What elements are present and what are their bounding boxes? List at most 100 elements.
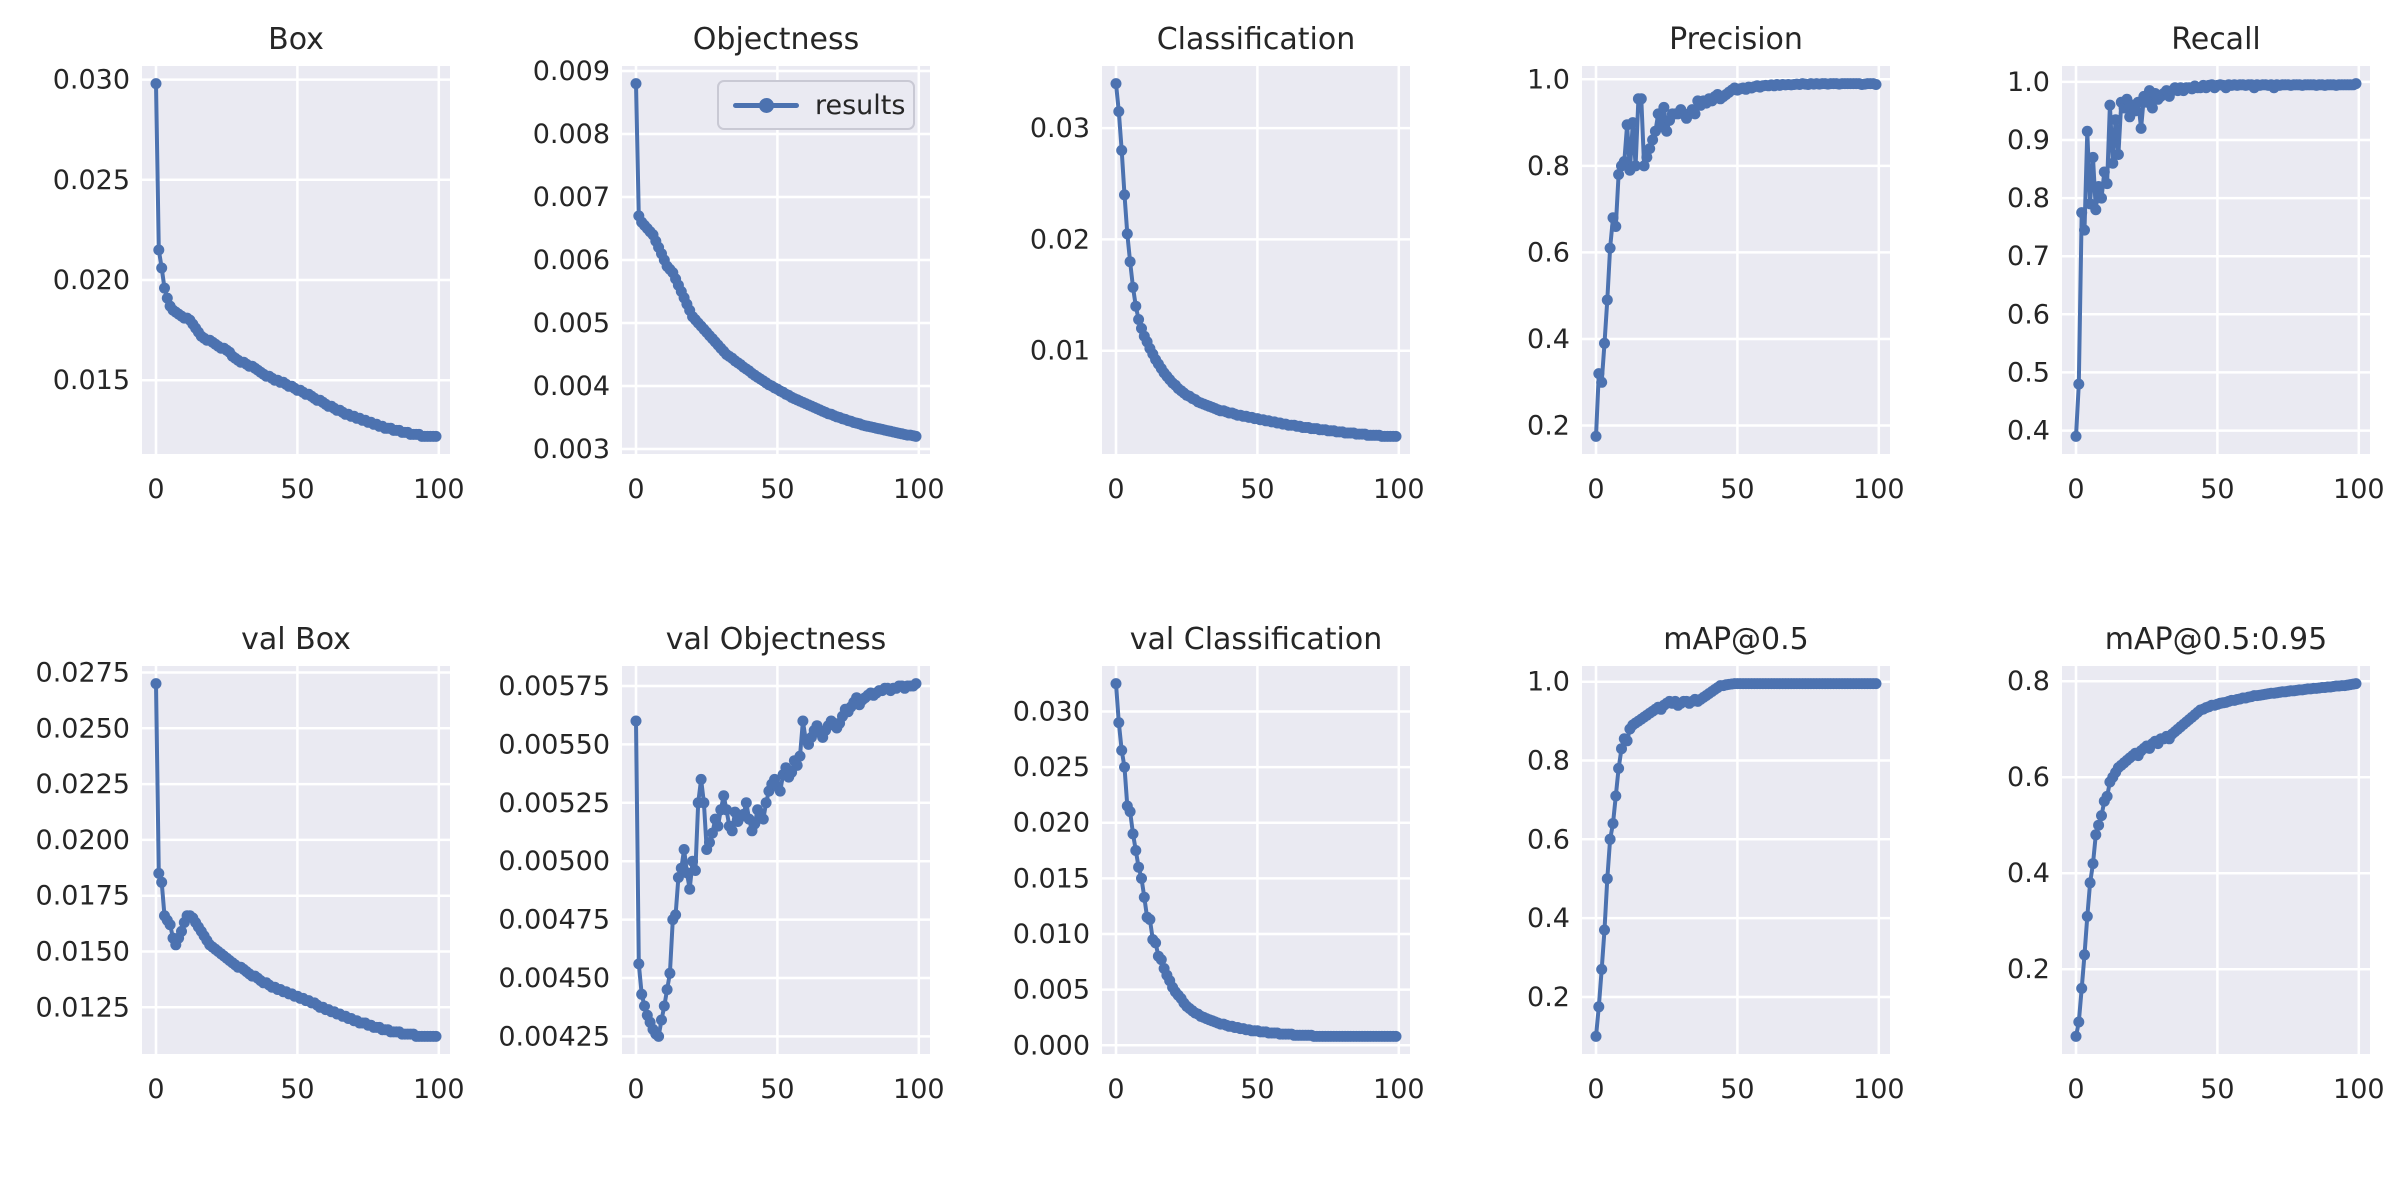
- chart-val-box: 0 50 100 0.0125 0.0150 0.0175 0.0200 0.0225 0.02…: [0, 600, 480, 1200]
- plot-title-map50-95: mAP@0.5:0.95: [2104, 622, 2328, 657]
- svg-text:0.003: 0.003: [533, 434, 610, 465]
- objectness-plot-canvas: 0 50 100 0.003 0.004 0.005 0.006 0.007 0.008 0.00…: [533, 56, 945, 505]
- svg-text:0.025: 0.025: [53, 165, 130, 196]
- svg-text:0.6: 0.6: [2007, 762, 2050, 793]
- svg-text:0.4: 0.4: [1527, 324, 1570, 355]
- svg-text:0.00450: 0.00450: [498, 963, 610, 994]
- svg-text:0.015: 0.015: [53, 365, 130, 396]
- svg-text:0.00425: 0.00425: [498, 1021, 610, 1052]
- svg-text:0.007: 0.007: [533, 182, 610, 213]
- svg-text:50: 50: [280, 474, 314, 505]
- svg-text:0.0175: 0.0175: [36, 881, 130, 912]
- chart-classification: 0 50 100 0.01 0.02 0.03 Classification: [960, 0, 1440, 600]
- svg-text:1.0: 1.0: [1527, 64, 1570, 95]
- svg-text:0.03: 0.03: [1030, 113, 1090, 144]
- map50-95-plot-canvas: 0 50 100 0.2 0.4 0.6 0.8: [2007, 666, 2385, 1105]
- svg-text:100: 100: [1853, 474, 1905, 505]
- svg-text:0.020: 0.020: [53, 265, 130, 296]
- svg-text:0.008: 0.008: [533, 119, 610, 150]
- svg-text:50: 50: [760, 1074, 794, 1105]
- svg-text:0.005: 0.005: [1013, 975, 1090, 1006]
- svg-text:0.0250: 0.0250: [36, 713, 130, 744]
- svg-text:0.025: 0.025: [1013, 752, 1090, 783]
- svg-text:50: 50: [1240, 1074, 1274, 1105]
- plot-title-val-box: val Box: [241, 622, 351, 657]
- box-plot-canvas: 0 50 100 0.015 0.020 0.025 0.030: [53, 65, 465, 505]
- svg-text:0.9: 0.9: [2007, 125, 2050, 156]
- svg-text:0.6: 0.6: [2007, 299, 2050, 330]
- plot-title-map50: mAP@0.5: [1663, 622, 1809, 657]
- svg-text:0.005: 0.005: [533, 308, 610, 339]
- plot-title-val-classification: val Classification: [1129, 622, 1383, 657]
- svg-text:0.030: 0.030: [1013, 697, 1090, 728]
- svg-text:0.8: 0.8: [2007, 666, 2050, 697]
- svg-text:0: 0: [2067, 1074, 2084, 1105]
- svg-text:0.006: 0.006: [533, 245, 610, 276]
- svg-text:0: 0: [1587, 1074, 1604, 1105]
- svg-text:100: 100: [1373, 1074, 1425, 1105]
- svg-text:1.0: 1.0: [2007, 67, 2050, 98]
- svg-text:0: 0: [627, 1074, 644, 1105]
- svg-text:100: 100: [893, 474, 945, 505]
- svg-text:0.4: 0.4: [2007, 416, 2050, 447]
- svg-text:0.0275: 0.0275: [36, 658, 130, 689]
- chart-recall: 0 50 100 0.4 0.5 0.6 0.7 0.8 0.9 1.0 Recall: [1920, 0, 2400, 600]
- svg-text:0.00525: 0.00525: [498, 788, 610, 819]
- plot-title-classification: Classification: [1156, 22, 1356, 57]
- svg-text:0.2: 0.2: [1527, 982, 1570, 1013]
- recall-plot-canvas: 0 50 100 0.4 0.5 0.6 0.7 0.8 0.9 1.0: [2007, 66, 2385, 505]
- svg-text:0.2: 0.2: [1527, 411, 1570, 442]
- chart-val-objectness: 0 50 100 0.00425 0.00450 0.00475 0.00500 0.0052…: [480, 600, 960, 1200]
- plot-title-recall: Recall: [2171, 22, 2261, 57]
- plot-title-objectness: Objectness: [692, 22, 860, 57]
- svg-text:0: 0: [2067, 474, 2084, 505]
- plot-title-box: Box: [268, 22, 324, 57]
- svg-text:0.6: 0.6: [1527, 824, 1570, 855]
- chart-box: 0 50 100 0.015 0.020 0.025 0.030 Box: [0, 0, 480, 600]
- svg-text:0.00575: 0.00575: [498, 671, 610, 702]
- svg-text:0.8: 0.8: [1527, 746, 1570, 777]
- plot-title-val-objectness: val Objectness: [665, 622, 887, 657]
- legend-line-marker-sample: [733, 97, 799, 113]
- svg-text:50: 50: [1720, 1074, 1754, 1105]
- chart-objectness: 0 50 100 0.003 0.004 0.005 0.006 0.007 0.008 0.00…: [480, 0, 960, 600]
- svg-text:0.0150: 0.0150: [36, 937, 130, 968]
- svg-text:100: 100: [413, 1074, 465, 1105]
- chart-map50: 0 50 100 0.2 0.4 0.6 0.8 1.0 mAP@0.5: [1440, 600, 1920, 1200]
- chart-precision: 0 50 100 0.2 0.4 0.6 0.8 1.0 Precision: [1440, 0, 1920, 600]
- svg-text:0.030: 0.030: [53, 65, 130, 96]
- svg-text:0.7: 0.7: [2007, 241, 2050, 272]
- svg-text:0.004: 0.004: [533, 371, 610, 402]
- svg-text:0.0200: 0.0200: [36, 825, 130, 856]
- svg-text:0.000: 0.000: [1013, 1030, 1090, 1061]
- svg-text:0.00475: 0.00475: [498, 905, 610, 936]
- plot-title-precision: Precision: [1669, 22, 1803, 57]
- legend-results: results: [717, 80, 915, 130]
- svg-text:0.8: 0.8: [2007, 183, 2050, 214]
- svg-text:100: 100: [893, 1074, 945, 1105]
- svg-text:100: 100: [413, 474, 465, 505]
- svg-text:50: 50: [2200, 474, 2234, 505]
- svg-text:0: 0: [147, 474, 164, 505]
- legend-label: results: [815, 89, 906, 121]
- svg-text:0: 0: [1107, 1074, 1124, 1105]
- val-objectness-plot-canvas: 0 50 100 0.00425 0.00450 0.00475 0.00500 0.0052…: [498, 666, 945, 1105]
- svg-text:0.02: 0.02: [1030, 224, 1090, 255]
- svg-text:0: 0: [147, 1074, 164, 1105]
- svg-text:1.0: 1.0: [1527, 667, 1570, 698]
- svg-text:50: 50: [280, 1074, 314, 1105]
- map50-plot-canvas: 0 50 100 0.2 0.4 0.6 0.8 1.0: [1527, 666, 1905, 1105]
- precision-plot-canvas: 0 50 100 0.2 0.4 0.6 0.8 1.0: [1527, 64, 1905, 505]
- svg-text:50: 50: [2200, 1074, 2234, 1105]
- svg-text:100: 100: [1373, 474, 1425, 505]
- svg-text:0.2: 0.2: [2007, 954, 2050, 985]
- chart-val-classification: 0 50 100 0.000 0.005 0.010 0.015 0.020 0.025 0.03…: [960, 600, 1440, 1200]
- svg-text:0: 0: [1587, 474, 1604, 505]
- classification-plot-canvas: 0 50 100 0.01 0.02 0.03: [1030, 66, 1425, 505]
- svg-text:0.4: 0.4: [1527, 903, 1570, 934]
- svg-text:0: 0: [627, 474, 644, 505]
- svg-text:0.8: 0.8: [1527, 151, 1570, 182]
- val-box-plot-canvas: 0 50 100 0.0125 0.0150 0.0175 0.0200 0.0225 0.02…: [36, 658, 465, 1106]
- svg-text:0.0125: 0.0125: [36, 992, 130, 1023]
